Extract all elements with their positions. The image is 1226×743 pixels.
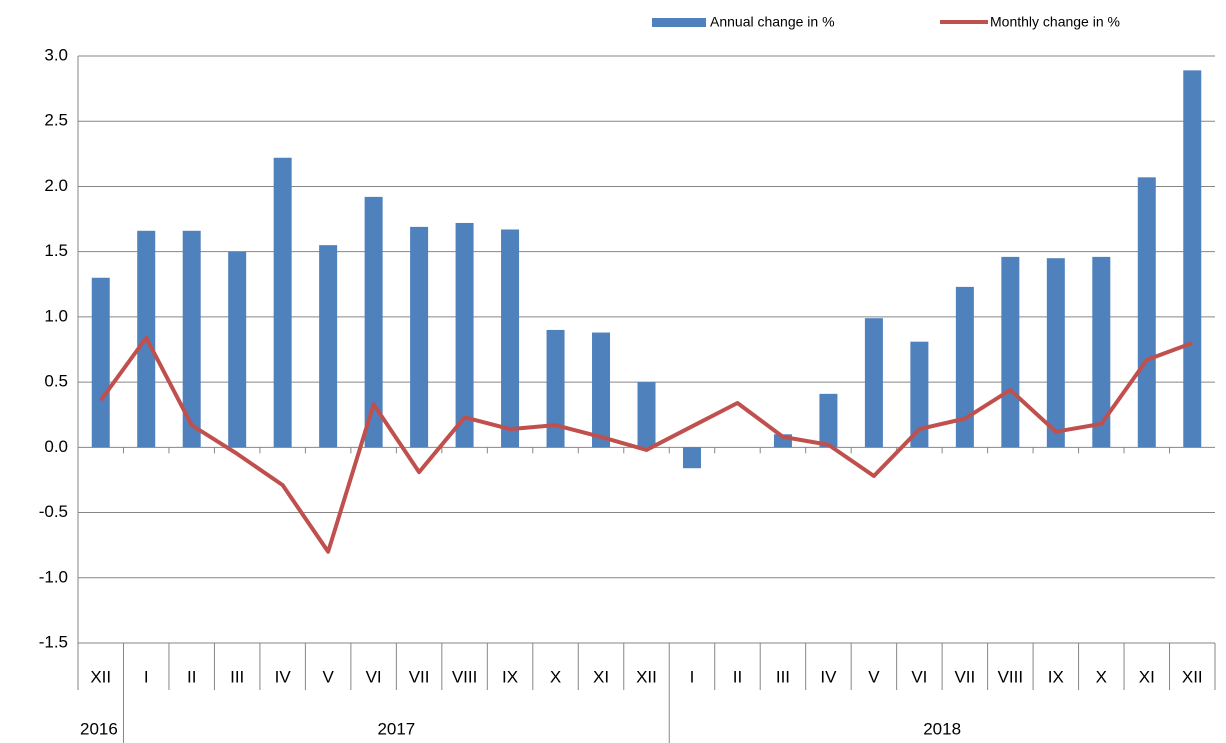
x-tick-label: I [690,667,695,686]
y-tick-label: 0.0 [44,437,68,456]
x-tick-label: VIII [998,667,1024,686]
x-tick-label: I [144,667,149,686]
y-tick-label: 0.5 [44,372,68,391]
x-tick-label: IV [275,667,292,686]
x-tick-label: XII [636,667,657,686]
x-tick-label: VI [911,667,927,686]
x-tick-label: IX [502,667,518,686]
bar [319,245,338,448]
bar [955,286,974,448]
x-tick-label: IX [1048,667,1064,686]
x-tick-label: IV [820,667,837,686]
year-label: 2016 [80,719,118,738]
x-tick-label: III [776,667,790,686]
x-tick-label: XII [1182,667,1203,686]
x-tick-label: X [550,667,561,686]
bar [182,230,201,448]
bar [864,318,883,448]
x-tick-label: VI [366,667,382,686]
bar [91,277,110,448]
x-tick-label: VII [409,667,430,686]
year-label: 2018 [923,719,961,738]
x-tick-label: VIII [452,667,478,686]
x-tick-label: XI [1139,667,1155,686]
x-tick-label: II [187,667,196,686]
bar [1001,256,1020,448]
bar [501,229,520,448]
bar [637,382,656,448]
bar [1046,258,1065,448]
y-tick-label: -0.5 [39,502,68,521]
x-tick-label: V [868,667,880,686]
x-tick-label: X [1096,667,1107,686]
legend-swatch [652,18,706,27]
y-tick-label: 1.0 [44,306,68,325]
x-tick-label: XI [593,667,609,686]
legend-label: Annual change in % [710,14,835,30]
bar [455,222,474,448]
bar [1137,177,1156,448]
bar [1092,256,1111,448]
x-tick-label: III [230,667,244,686]
bar [1183,70,1202,448]
bar [682,447,701,469]
year-label: 2017 [377,719,415,738]
y-tick-label: 2.5 [44,111,68,130]
bar [592,332,611,448]
bar [819,393,838,448]
bar [410,226,429,448]
x-tick-label: II [733,667,742,686]
y-tick-label: -1.5 [39,632,68,651]
bar [546,329,565,448]
bar [273,157,292,448]
line [99,335,1193,554]
x-tick-label: XII [90,667,111,686]
bar [228,251,247,448]
bar [364,196,383,448]
bar [910,341,929,448]
y-tick-label: 2.0 [44,176,68,195]
legend-label: Monthly change in % [990,14,1120,30]
y-tick-label: -1.0 [39,567,68,586]
y-tick-label: 1.5 [44,241,68,260]
x-tick-label: VII [954,667,975,686]
x-tick-label: V [322,667,334,686]
y-tick-label: 3.0 [44,45,68,64]
